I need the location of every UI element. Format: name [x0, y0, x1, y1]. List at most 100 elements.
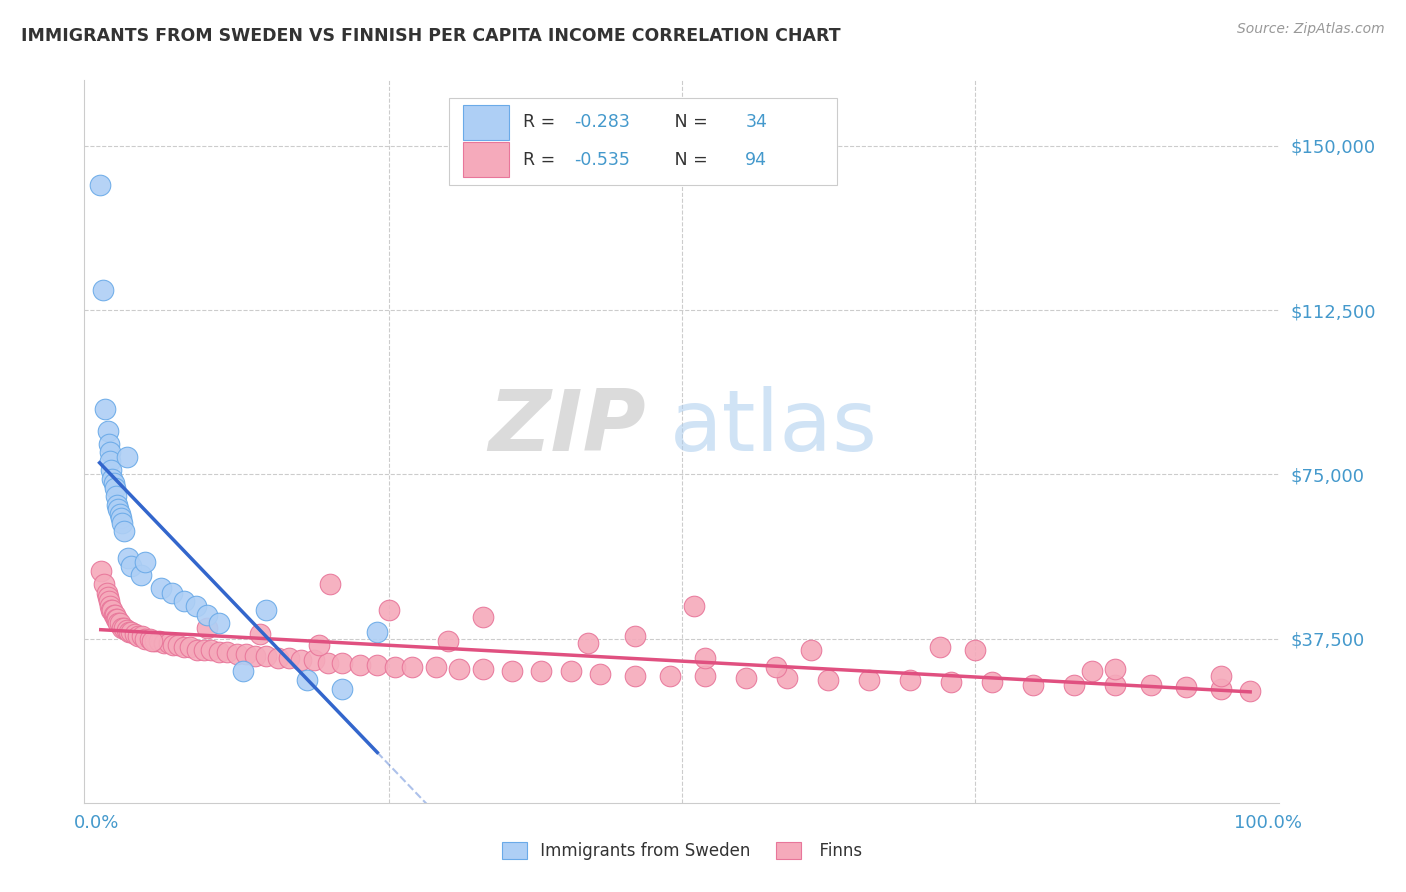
- Point: [225, 647, 247, 661]
- Point: [97, 590, 120, 604]
- Point: [928, 640, 950, 655]
- Point: [1022, 677, 1045, 691]
- Point: [120, 625, 142, 640]
- Point: [576, 636, 599, 650]
- Point: [105, 489, 127, 503]
- Point: [107, 502, 129, 516]
- Text: -0.535: -0.535: [575, 151, 630, 169]
- Text: IMMIGRANTS FROM SWEDEN VS FINNISH PER CAPITA INCOME CORRELATION CHART: IMMIGRANTS FROM SWEDEN VS FINNISH PER CA…: [21, 27, 841, 45]
- Point: [141, 633, 163, 648]
- FancyBboxPatch shape: [449, 98, 838, 185]
- Point: [93, 577, 115, 591]
- Point: [659, 669, 682, 683]
- Point: [103, 476, 125, 491]
- Point: [208, 616, 231, 631]
- Point: [90, 564, 112, 578]
- Point: [104, 481, 127, 495]
- Point: [589, 666, 612, 681]
- Text: 34: 34: [745, 113, 768, 131]
- Point: [765, 660, 787, 674]
- Point: [378, 603, 401, 617]
- Point: [776, 671, 799, 685]
- Point: [449, 662, 471, 676]
- Point: [120, 559, 142, 574]
- Point: [162, 638, 184, 652]
- Point: [186, 642, 208, 657]
- Point: [105, 498, 128, 512]
- Point: [682, 599, 704, 613]
- Point: [101, 472, 124, 486]
- Point: [105, 612, 127, 626]
- Point: [115, 623, 138, 637]
- Point: [254, 603, 277, 617]
- Point: [316, 656, 339, 670]
- Point: [148, 633, 170, 648]
- Text: N =: N =: [658, 113, 713, 131]
- Point: [817, 673, 839, 688]
- Point: [800, 642, 823, 657]
- Point: [349, 657, 371, 672]
- Point: [231, 665, 254, 679]
- Point: [131, 629, 153, 643]
- Point: [530, 665, 553, 679]
- FancyBboxPatch shape: [463, 105, 509, 139]
- Point: [97, 424, 120, 438]
- Point: [112, 621, 135, 635]
- Point: [302, 653, 325, 667]
- Point: [1209, 669, 1232, 683]
- Point: [197, 621, 219, 635]
- Point: [105, 612, 128, 626]
- Point: [103, 607, 125, 622]
- Point: [100, 463, 122, 477]
- Point: [91, 284, 114, 298]
- Point: [134, 632, 156, 646]
- Point: [1174, 680, 1197, 694]
- Point: [267, 651, 290, 665]
- Point: [1104, 662, 1126, 676]
- Point: [1081, 665, 1104, 679]
- Text: R =: R =: [523, 113, 561, 131]
- Point: [1139, 677, 1161, 691]
- Point: [278, 651, 301, 665]
- Point: [173, 640, 195, 655]
- Point: [108, 616, 131, 631]
- Point: [101, 603, 124, 617]
- Point: [235, 647, 257, 661]
- Point: [858, 673, 880, 688]
- Point: [197, 607, 219, 622]
- FancyBboxPatch shape: [463, 143, 509, 178]
- Point: [184, 599, 207, 613]
- Point: [98, 599, 121, 613]
- Text: ZIP: ZIP: [488, 385, 647, 468]
- Point: [173, 594, 195, 608]
- Point: [200, 642, 222, 657]
- Point: [107, 616, 129, 631]
- Text: N =: N =: [658, 151, 713, 169]
- Point: [941, 675, 963, 690]
- Point: [217, 645, 239, 659]
- Point: [111, 516, 134, 530]
- Point: [254, 649, 277, 664]
- Text: atlas: atlas: [671, 385, 877, 468]
- Point: [118, 625, 141, 640]
- Point: [98, 594, 120, 608]
- Point: [104, 607, 127, 622]
- Point: [695, 669, 717, 683]
- Point: [981, 675, 1004, 690]
- Point: [100, 603, 122, 617]
- Point: [735, 671, 758, 685]
- Point: [139, 632, 162, 646]
- Point: [1239, 684, 1261, 698]
- Point: [366, 625, 388, 640]
- Point: [366, 657, 388, 672]
- Point: [179, 640, 201, 655]
- Point: [124, 627, 146, 641]
- Text: -0.283: -0.283: [575, 113, 630, 131]
- Point: [115, 450, 138, 464]
- Point: [695, 651, 717, 665]
- Point: [149, 581, 172, 595]
- Point: [143, 633, 166, 648]
- Point: [471, 662, 494, 676]
- Point: [308, 638, 330, 652]
- Point: [900, 673, 922, 688]
